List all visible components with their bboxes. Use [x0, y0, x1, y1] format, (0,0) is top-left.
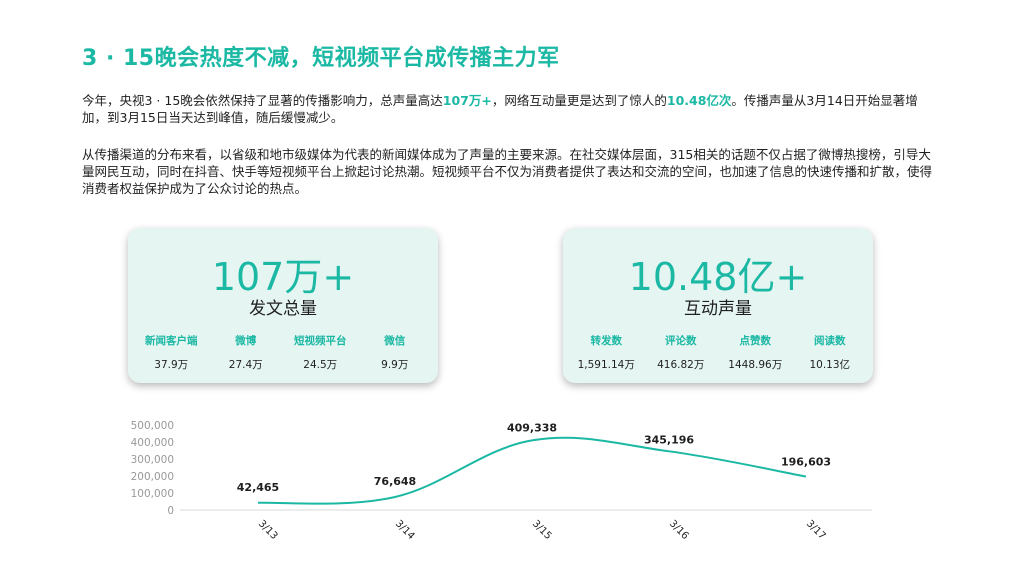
stat-label: 新闻客户端 [145, 335, 198, 347]
y-tick-label: 100,000 [131, 488, 174, 500]
y-tick-label: 500,000 [131, 420, 174, 432]
stat-label: 微信 [384, 335, 406, 347]
x-tick-label: 3/13 [256, 518, 280, 542]
stat-value: 416.82万 [657, 359, 705, 371]
stat-value: 9.9万 [381, 359, 409, 371]
stat-value: 24.5万 [303, 359, 338, 371]
stat-news-client: 新闻客户端 37.9万 [141, 333, 201, 372]
x-tick-label: 3/16 [667, 518, 691, 542]
stat-label: 转发数 [590, 335, 623, 347]
stat-likes: 点赞数 1448.96万 [725, 333, 785, 372]
intro-text-post: 。传播声量从3月14日开始显著增加，到3月15日当天达到峰值，随后缓慢减少。 [82, 93, 918, 125]
stat-comments: 评论数 416.82万 [651, 333, 711, 372]
stat-label: 阅读数 [814, 335, 846, 347]
stat-weibo: 微博 27.4万 [216, 333, 276, 372]
interaction-volume-value: 10.48亿+ [628, 255, 808, 299]
y-tick-label: 200,000 [131, 471, 174, 483]
intro-paragraph: 今年，央视3 · 15晚会依然保持了显著的传播影响力，总声量高达107万+，网络… [82, 92, 942, 126]
stat-value: 1,591.14万 [577, 359, 635, 371]
x-tick-label: 3/17 [804, 518, 828, 542]
stat-value: 1448.96万 [728, 359, 783, 371]
stat-label: 评论数 [665, 335, 697, 347]
intro-text-pre: 今年，央视3 · 15晚会依然保持了显著的传播影响力，总声量高达 [82, 93, 443, 108]
stat-label: 微博 [235, 335, 257, 347]
stat-value: 37.9万 [154, 359, 189, 371]
y-tick-label: 400,000 [131, 437, 174, 449]
stat-label: 短视频平台 [294, 335, 347, 347]
intro-text-mid: ，网络互动量更是达到了惊人的 [491, 93, 667, 108]
data-label: 42,465 [237, 481, 279, 494]
y-tick-label: 0 [167, 505, 174, 517]
post-volume-label: 发文总量 [249, 299, 317, 319]
y-tick-label: 300,000 [131, 454, 174, 466]
x-tick-label: 3/14 [393, 518, 417, 542]
data-label: 409,338 [507, 421, 557, 434]
post-volume-card: 107万+ 发文总量 新闻客户端 37.9万 微博 27.4万 短视频平台 24… [128, 228, 438, 383]
data-label: 345,196 [644, 433, 694, 446]
interaction-highlight: 10.48亿次 [666, 93, 732, 108]
stat-wechat: 微信 9.9万 [365, 333, 425, 372]
page-title: 3 · 15晚会热度不减，短视频平台成传播主力军 [82, 46, 560, 71]
stat-reads: 阅读数 10.13亿 [800, 333, 860, 372]
stat-value: 10.13亿 [809, 359, 851, 371]
data-label: 196,603 [781, 456, 831, 469]
stat-reposts: 转发数 1,591.14万 [576, 333, 636, 372]
stat-label: 点赞数 [739, 335, 772, 347]
stat-value: 27.4万 [228, 359, 263, 371]
post-volume-value: 107万+ [211, 255, 355, 299]
interaction-volume-label: 互动声量 [684, 299, 752, 319]
stat-short-video: 短视频平台 24.5万 [290, 333, 350, 372]
volume-trend-chart: 0 100,000 200,000 300,000 400,000 500,000 3/13… [131, 420, 872, 542]
x-tick-label: 3/15 [530, 518, 554, 542]
data-label: 76,648 [374, 475, 416, 488]
total-volume-highlight: 107万+ [442, 93, 492, 108]
series-line [257, 436, 807, 505]
channel-paragraph: 从传播渠道的分布来看，以省级和地市级媒体为代表的新闻媒体成为了声量的主要来源。在… [82, 147, 933, 196]
interaction-volume-card: 10.48亿+ 互动声量 转发数 1,591.14万 评论数 416.82万 点… [563, 228, 873, 383]
